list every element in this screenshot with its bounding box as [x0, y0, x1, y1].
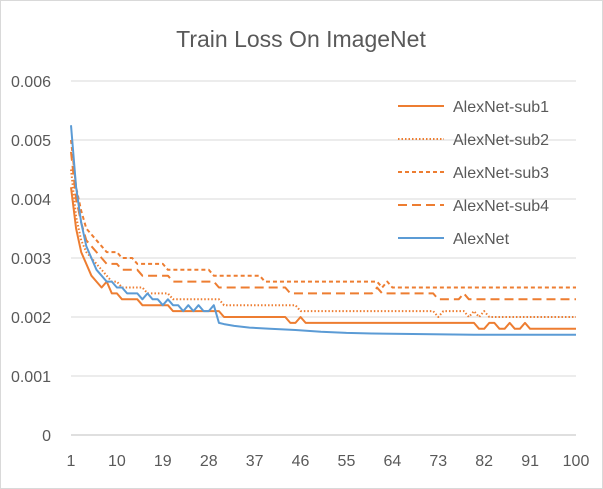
series-line-alexnet: [70, 125, 576, 336]
legend-label: AlexNet-sub1: [453, 99, 549, 116]
series-line-alexnet-sub3: [70, 139, 576, 289]
y-tick-label: 0: [42, 428, 51, 445]
x-tick-label: 19: [154, 453, 172, 470]
y-tick-label: 0.005: [11, 133, 51, 150]
x-tick-label: 46: [292, 453, 310, 470]
x-tick-label: 37: [246, 453, 264, 470]
x-tick-label: 82: [475, 453, 493, 470]
series-line-alexnet-sub2: [70, 169, 576, 318]
legend-label: AlexNet: [453, 231, 510, 248]
chart-title: Train Loss On ImageNet: [176, 26, 426, 52]
legend-label: AlexNet-sub4: [453, 198, 549, 215]
x-tick-label: 28: [200, 453, 218, 470]
x-tick-label: 64: [383, 453, 401, 470]
legend-label: AlexNet-sub2: [453, 132, 549, 149]
x-tick-label: 10: [108, 453, 126, 470]
y-tick-label: 0.003: [11, 251, 51, 268]
axes: 0 0.001 0.002 0.003 0.004 0.005 0.006 1 10 19 28 37…: [11, 74, 589, 470]
y-tick-label: 0.001: [11, 369, 51, 386]
x-tick-label: 91: [521, 453, 539, 470]
x-tick-label: 73: [429, 453, 447, 470]
series-lines: [70, 125, 576, 336]
y-tick-label: 0.004: [11, 192, 51, 209]
y-tick-label: 0.006: [11, 74, 51, 91]
y-tick-label: 0.002: [11, 310, 51, 327]
legend-label: AlexNet-sub3: [453, 165, 549, 182]
x-tick-label: 100: [563, 453, 590, 470]
series-line-alexnet-sub4: [70, 151, 576, 301]
series-line-alexnet-sub1: [70, 187, 576, 330]
grid-lines: [71, 80, 576, 377]
legend: AlexNet-sub1 AlexNet-sub2 AlexNet-sub3 Alex…: [398, 99, 549, 248]
x-tick-label: 1: [67, 453, 76, 470]
x-tick-label: 55: [338, 453, 356, 470]
